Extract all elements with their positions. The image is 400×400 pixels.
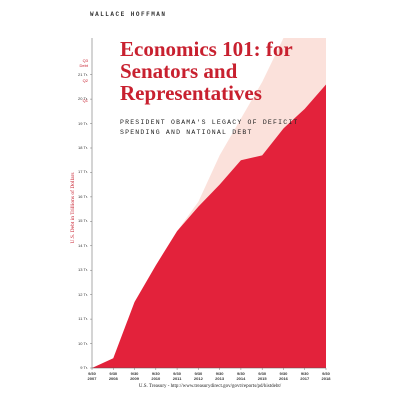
- x-tick-label: 9/30 2017: [300, 371, 310, 381]
- title: Economics 101: for Senators and Represen…: [120, 37, 293, 105]
- source: U.S. Treasury - http://www.treasurydirec…: [138, 384, 282, 389]
- y-tick-label: 15 Tr.: [77, 218, 88, 224]
- annotation: Q3 Debt: [79, 58, 88, 68]
- y-tick-label: 13 Tr.: [77, 267, 88, 273]
- subtitle: PRESIDENT OBAMA'S LEGACY OF DEFICIT SPEN…: [120, 119, 299, 136]
- y-tick-label: 21 Tr.: [77, 71, 88, 77]
- y-tick-label: 10 Tr.: [77, 340, 88, 346]
- x-tick-label: 9/30 2015: [257, 371, 267, 381]
- x-tick-label: 9/30 2013: [215, 371, 225, 381]
- y-tick-label: 20 Tr.: [77, 96, 88, 102]
- y-tick-label: 9 Tr.: [80, 365, 88, 370]
- author: WALLACE HOFFMAN: [90, 11, 167, 18]
- y-tick-label: 14 Tr.: [77, 242, 88, 248]
- x-tick-label: 9/30 2008: [108, 371, 118, 381]
- y-tick-label: 19 Tr.: [77, 120, 88, 126]
- y-tick-label: 17 Tr.: [77, 169, 88, 175]
- x-tick-label: 9/30 2018: [321, 371, 331, 381]
- x-tick-label: 9/30 2011: [172, 371, 182, 381]
- x-tick-label: 9/30 2012: [193, 371, 203, 381]
- x-tick-label: 9/30 2014: [236, 371, 246, 381]
- y-tick-label: 12 Tr.: [77, 291, 88, 297]
- annotation: Q1: [82, 98, 88, 103]
- y-tick-label: 18 Tr.: [77, 145, 88, 150]
- x-tick-label: 9/30 2009: [130, 371, 139, 381]
- annotation: Q2: [82, 78, 88, 83]
- x-tick-label: 9/30 2010: [151, 371, 161, 381]
- x-tick-label: 9/30 2007: [87, 371, 97, 381]
- y-tick-label: 11 Tr.: [78, 316, 88, 322]
- area: [92, 84, 326, 368]
- x-tick-label: 9/30 2016: [279, 371, 288, 381]
- y-tick-label: 16 Tr.: [77, 193, 88, 199]
